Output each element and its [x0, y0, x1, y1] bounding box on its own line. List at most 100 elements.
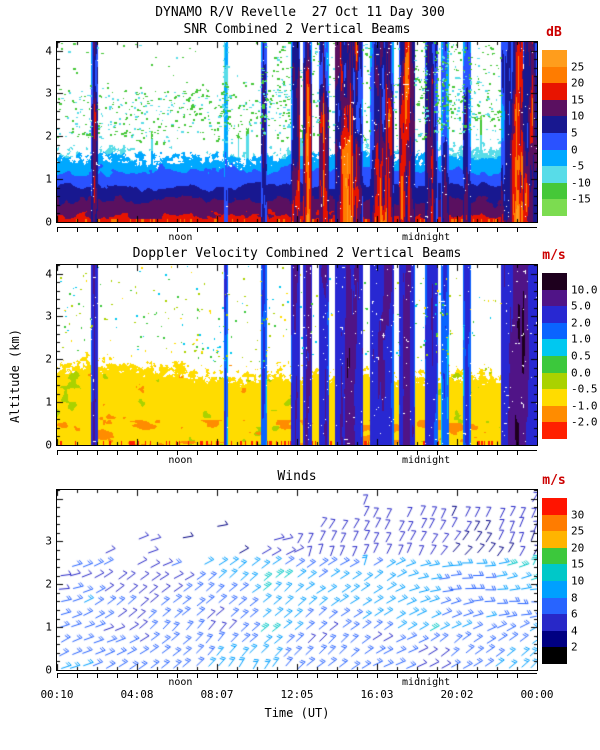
- colorbar-segment: [542, 132, 567, 150]
- colorbar-segment: [542, 116, 567, 133]
- local-time-axis-line: [57, 673, 537, 678]
- colorbar-segment: [542, 149, 567, 167]
- noon-label: noon: [168, 455, 193, 466]
- noon-label: noon: [168, 677, 193, 688]
- panel-snr-units-label: dB: [546, 25, 562, 40]
- y-tick-label: 1: [45, 172, 52, 186]
- colorbar-tick-label: 4: [571, 624, 578, 638]
- y-tick-label: 0: [45, 438, 52, 452]
- panel-doppler-plot: [56, 264, 538, 446]
- panel-snr-plot: [56, 41, 538, 223]
- x-axis-label: Time (UT): [264, 706, 330, 720]
- winds-barbs-canvas: [57, 490, 537, 670]
- noon-label: noon: [168, 232, 193, 243]
- midnight-label: midnight: [402, 232, 451, 243]
- y-tick-label: 2: [45, 352, 52, 366]
- colorbar-tick-label: 25: [571, 60, 585, 74]
- colorbar-tick-label: 0: [571, 143, 578, 157]
- panel-winds-plot: [56, 489, 538, 671]
- colorbar-tick-label: 0.0: [571, 366, 591, 380]
- y-tick-label: 2: [45, 577, 52, 591]
- colorbar-segment: [542, 273, 567, 290]
- panel-doppler-units-label: m/s: [542, 248, 566, 263]
- colorbar-segment: [542, 597, 567, 615]
- y-tick-label: 2: [45, 129, 52, 143]
- colorbar-tick-label: 2.0: [571, 316, 591, 330]
- colorbar-segment: [542, 83, 567, 100]
- y-tick-label: 1: [45, 395, 52, 409]
- y-tick-label: 4: [45, 267, 52, 281]
- x-tick-label: 08:07: [200, 688, 234, 701]
- colorbar-segment: [542, 531, 567, 548]
- panel-snr-title: SNR Combined 2 Vertical Beams: [183, 22, 411, 37]
- colorbar-segment: [542, 564, 567, 581]
- colorbar-tick-label: 30: [571, 508, 585, 522]
- colorbar-tick-label: 15: [571, 557, 585, 571]
- colorbar-tick-label: 5: [571, 126, 578, 140]
- colorbar-segment: [542, 372, 567, 390]
- colorbar-tick-label: 20: [571, 541, 585, 555]
- colorbar-tick-label: -5: [571, 159, 585, 173]
- colorbar-segment: [542, 422, 567, 439]
- y-tick-label: 1: [45, 620, 52, 634]
- panel-snr-colorbar: [542, 50, 567, 216]
- local-time-axis-line: [57, 227, 537, 232]
- colorbar-segment: [542, 647, 567, 664]
- x-tick-label: 16:03: [360, 688, 394, 701]
- colorbar-tick-label: 25: [571, 524, 585, 538]
- colorbar-tick-label: 10: [571, 574, 585, 588]
- colorbar-segment: [542, 322, 567, 340]
- colorbar-segment: [542, 99, 567, 117]
- colorbar-tick-label: -0.5: [571, 382, 598, 396]
- colorbar-tick-label: 8: [571, 591, 578, 605]
- colorbar-segment: [542, 199, 567, 216]
- colorbar-segment: [542, 614, 567, 631]
- colorbar-segment: [542, 630, 567, 648]
- colorbar-tick-label: 20: [571, 76, 585, 90]
- colorbar-segment: [542, 289, 567, 307]
- y-tick-label: 0: [45, 663, 52, 677]
- panel-winds-title: Winds: [277, 469, 317, 484]
- panel-winds-units-label: m/s: [542, 473, 566, 488]
- panel-doppler-colorbar: [542, 273, 567, 439]
- doppler-heatmap-canvas: [57, 265, 537, 445]
- colorbar-segment: [542, 166, 567, 183]
- colorbar-segment: [542, 514, 567, 532]
- colorbar-tick-label: 10.0: [571, 283, 598, 297]
- colorbar-segment: [542, 389, 567, 406]
- x-tick-label: 00:10: [40, 688, 74, 701]
- colorbar-tick-label: 6: [571, 607, 578, 621]
- snr-heatmap-canvas: [57, 42, 537, 222]
- colorbar-tick-label: 1.0: [571, 332, 591, 346]
- colorbar-tick-label: -10: [571, 176, 591, 190]
- y-tick-label: 3: [45, 309, 52, 323]
- colorbar-segment: [542, 50, 567, 67]
- x-tick-label: 12:05: [280, 688, 314, 701]
- midnight-label: midnight: [402, 455, 451, 466]
- panel-winds-colorbar: [542, 498, 567, 664]
- x-tick-label: 20:02: [440, 688, 474, 701]
- colorbar-tick-label: -15: [571, 192, 591, 206]
- y-tick-label: 0: [45, 215, 52, 229]
- y-tick-label: 3: [45, 86, 52, 100]
- colorbar-tick-label: 0.5: [571, 349, 591, 363]
- colorbar-segment: [542, 498, 567, 515]
- colorbar-tick-label: -2.0: [571, 415, 598, 429]
- y-tick-label: 4: [45, 44, 52, 58]
- colorbar-segment: [542, 339, 567, 356]
- y-tick-label: 3: [45, 534, 52, 548]
- colorbar-segment: [542, 355, 567, 373]
- figure-title: DYNAMO R/V Revelle 27 Oct 11 Day 300: [155, 5, 445, 20]
- colorbar-segment: [542, 580, 567, 598]
- colorbar-segment: [542, 306, 567, 323]
- colorbar-tick-label: -1.0: [571, 399, 598, 413]
- colorbar-tick-label: 10: [571, 109, 585, 123]
- midnight-label: midnight: [402, 677, 451, 688]
- colorbar-segment: [542, 182, 567, 200]
- x-tick-label: 00:00: [520, 688, 554, 701]
- colorbar-tick-label: 2: [571, 640, 578, 654]
- colorbar-tick-label: 5.0: [571, 299, 591, 313]
- y-axis-label: Altitude (km): [8, 329, 22, 423]
- colorbar-segment: [542, 66, 567, 84]
